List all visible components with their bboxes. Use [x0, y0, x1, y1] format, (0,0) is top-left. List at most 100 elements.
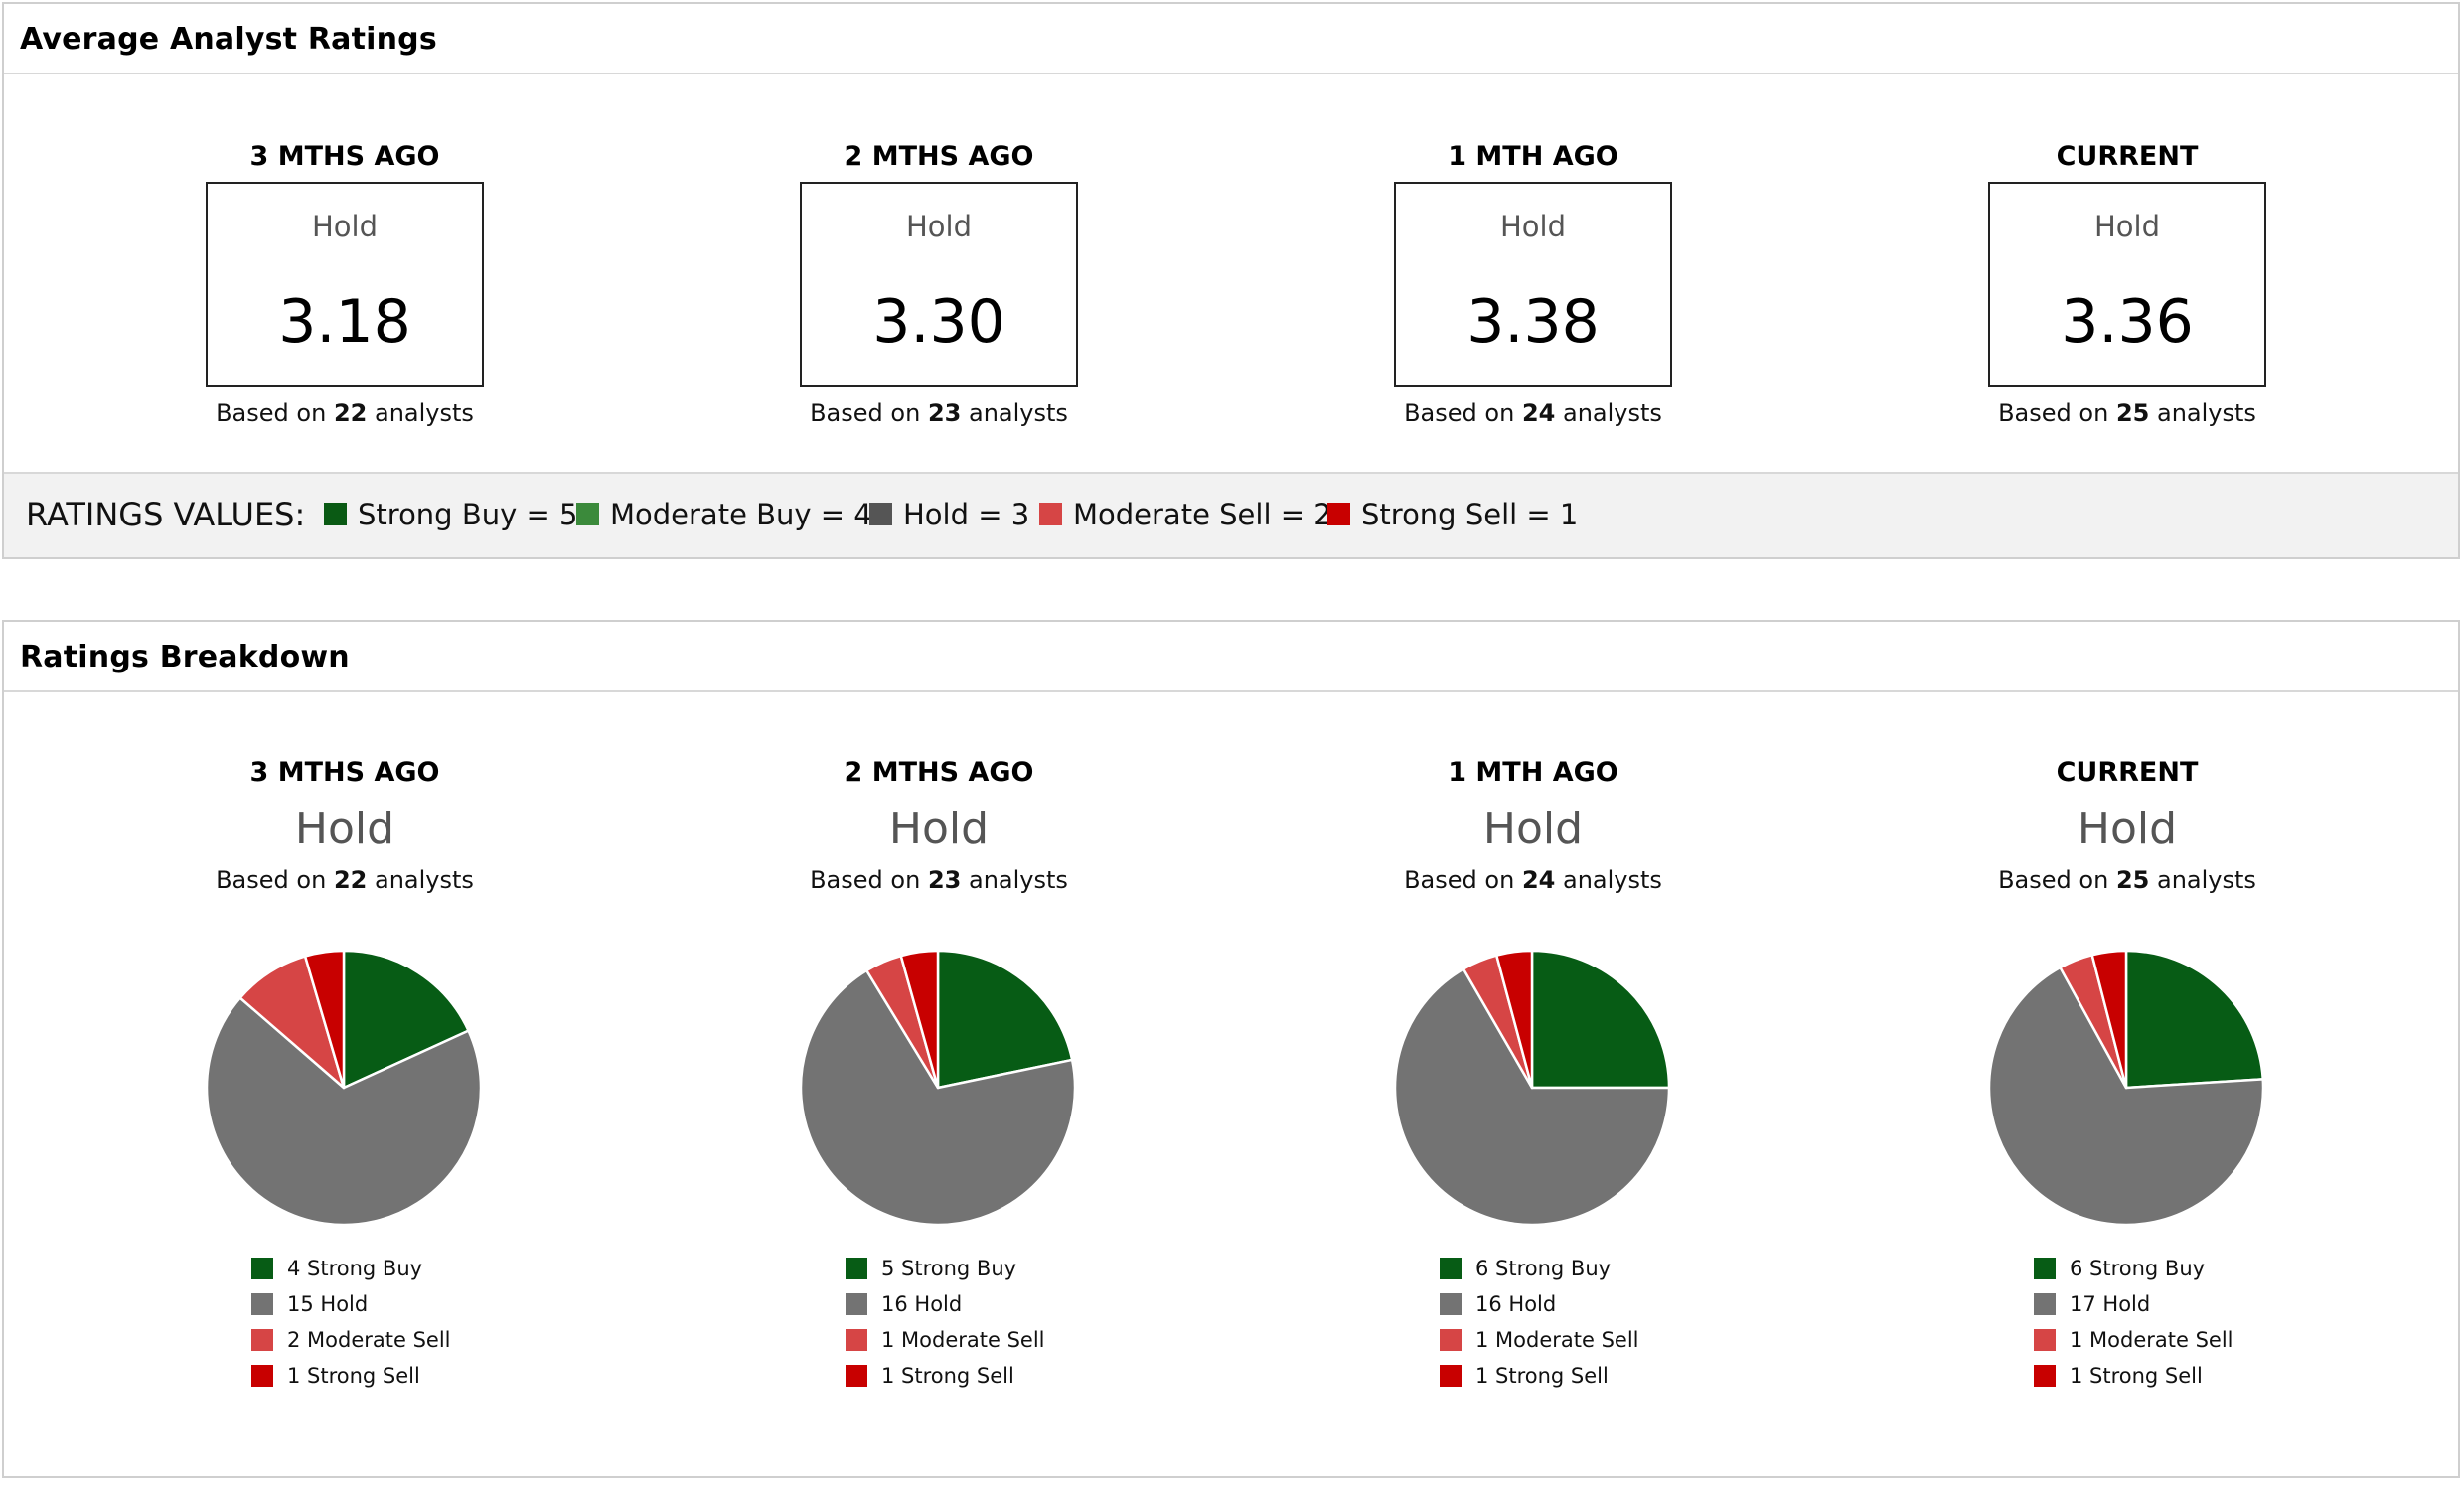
pie-slice-1-strong-sell	[2090, 949, 2128, 1090]
rating-value: 3.18	[278, 287, 411, 357]
analyst-count: 25	[2115, 399, 2150, 427]
pie-legend-2-months-ago: 5 Strong Buy 16 Hold 1 Moderate Sell 1 S…	[846, 1251, 1045, 1394]
breakdown-column-current: CURRENT Hold Based on 25 analysts	[1894, 757, 2361, 894]
legend-item-strong-buy: Strong Buy = 5	[324, 498, 577, 531]
legend-swatch	[2034, 1329, 2056, 1351]
legend-item-moderate-buy: Moderate Buy = 4	[576, 498, 872, 531]
pie-legend-item: 2 Moderate Sell	[251, 1322, 451, 1358]
period-label: 2 MTHS AGO	[844, 141, 1034, 172]
pie-slice-1-strong-sell	[1495, 949, 1534, 1090]
analyst-count: 24	[1521, 399, 1556, 427]
pie-legend-item: 16 Hold	[846, 1286, 1045, 1322]
pie-legend-item: 1 Moderate Sell	[846, 1322, 1045, 1358]
average-ratings-panel: Average Analyst Ratings 3 MTHS AGO Hold …	[2, 2, 2460, 559]
analyst-count-text: Based on 24 analysts	[1404, 866, 1662, 894]
ratings-values-legend: RATINGS VALUES: Strong Buy = 5 Moderate …	[4, 472, 2458, 557]
analyst-count-text: Based on 25 analysts	[1998, 399, 2256, 427]
avg-column-3-months-ago: 3 MTHS AGO Hold 3.18 Based on 22 analyst…	[111, 141, 578, 427]
rating-box: Hold 3.18	[206, 182, 484, 387]
analyst-count-text: Based on 22 analysts	[216, 866, 474, 894]
legend-swatch	[251, 1365, 273, 1387]
consensus-label: Hold	[294, 804, 395, 854]
rating-label: Hold	[2093, 210, 2160, 243]
legend-swatch	[1440, 1365, 1462, 1387]
panel-header: Ratings Breakdown	[4, 622, 2458, 692]
pie-legend-current: 6 Strong Buy 17 Hold 1 Moderate Sell 1 S…	[2034, 1251, 2233, 1394]
pie-legend-item: 1 Moderate Sell	[1440, 1322, 1639, 1358]
pie-slice-16-hold	[799, 968, 1077, 1227]
analyst-count: 22	[333, 399, 368, 427]
pie-legend-item: 6 Strong Buy	[1440, 1251, 1639, 1286]
legend-item-strong-sell: Strong Sell = 1	[1327, 498, 1578, 531]
legend-swatch	[1327, 503, 1350, 525]
pie-slice-1-strong-sell	[303, 949, 346, 1090]
legend-swatch	[251, 1258, 273, 1279]
legend-swatch	[869, 503, 892, 525]
pie-legend-item: 1 Strong Sell	[251, 1358, 451, 1394]
pie-legend-item: 15 Hold	[251, 1286, 451, 1322]
pie-chart-2-months-ago	[799, 949, 1077, 1227]
legend-item-hold: Hold = 3	[869, 498, 1029, 531]
rating-box: Hold 3.38	[1394, 182, 1672, 387]
avg-column-current: CURRENT Hold 3.36 Based on 25 analysts	[1894, 141, 2361, 427]
analyst-count-text: Based on 23 analysts	[810, 866, 1068, 894]
avg-column-1-month-ago: 1 MTH AGO Hold 3.38 Based on 24 analysts	[1300, 141, 1767, 427]
pie-legend-item: 16 Hold	[1440, 1286, 1639, 1322]
legend-swatch	[1440, 1329, 1462, 1351]
period-label: 1 MTH AGO	[1448, 141, 1618, 172]
rating-label: Hold	[1499, 210, 1566, 243]
period-label: CURRENT	[2056, 757, 2199, 788]
analyst-count-text: Based on 22 analysts	[216, 399, 474, 427]
pie-legend-item: 1 Strong Sell	[1440, 1358, 1639, 1394]
period-label: 3 MTHS AGO	[249, 757, 440, 788]
consensus-label: Hold	[2077, 804, 2178, 854]
pie-slice-17-hold	[1987, 966, 2265, 1227]
legend-swatch	[846, 1329, 867, 1351]
breakdown-column-3-months-ago: 3 MTHS AGO Hold Based on 22 analysts	[111, 757, 578, 894]
rating-value: 3.36	[2061, 287, 2194, 357]
ratings-values-title: RATINGS VALUES:	[26, 496, 306, 533]
pie-slice-6-strong-buy	[2124, 949, 2264, 1090]
pie-slice-5-strong-buy	[936, 949, 1074, 1090]
legend-swatch	[846, 1365, 867, 1387]
rating-box: Hold 3.36	[1988, 182, 2266, 387]
analyst-count: 22	[333, 866, 368, 894]
rating-value: 3.30	[872, 287, 1005, 357]
analyst-count: 24	[1521, 866, 1556, 894]
legend-swatch	[1440, 1258, 1462, 1279]
analyst-count: 25	[2115, 866, 2150, 894]
rating-box: Hold 3.30	[800, 182, 1078, 387]
pie-legend-item: 1 Moderate Sell	[2034, 1322, 2233, 1358]
panel-header: Average Analyst Ratings	[4, 4, 2458, 74]
pie-legend-1-month-ago: 6 Strong Buy 16 Hold 1 Moderate Sell 1 S…	[1440, 1251, 1639, 1394]
analyst-count-text: Based on 25 analysts	[1998, 866, 2256, 894]
legend-swatch	[2034, 1293, 2056, 1315]
pie-slice-15-hold	[205, 996, 483, 1227]
pie-slice-2-moderate-sell	[238, 955, 346, 1090]
rating-value: 3.38	[1466, 287, 1600, 357]
panel-title: Average Analyst Ratings	[20, 22, 437, 57]
pie-slice-6-strong-buy	[1530, 949, 1671, 1090]
legend-swatch	[846, 1258, 867, 1279]
consensus-label: Hold	[888, 804, 990, 854]
period-label: 2 MTHS AGO	[844, 757, 1034, 788]
breakdown-column-1-month-ago: 1 MTH AGO Hold Based on 24 analysts	[1300, 757, 1767, 894]
period-label: 1 MTH AGO	[1448, 757, 1618, 788]
avg-column-2-months-ago: 2 MTHS AGO Hold 3.30 Based on 23 analyst…	[705, 141, 1172, 427]
legend-swatch	[251, 1329, 273, 1351]
legend-swatch	[576, 503, 599, 525]
analyst-count: 23	[927, 866, 962, 894]
legend-swatch	[2034, 1258, 2056, 1279]
pie-slice-1-strong-sell	[899, 949, 940, 1090]
pie-legend-item: 1 Strong Sell	[846, 1358, 1045, 1394]
pie-chart-3-months-ago	[205, 949, 483, 1227]
legend-swatch	[324, 503, 347, 525]
pie-legend-item: 6 Strong Buy	[2034, 1251, 2233, 1286]
legend-swatch	[1039, 503, 1062, 525]
pie-legend-3-months-ago: 4 Strong Buy 15 Hold 2 Moderate Sell 1 S…	[251, 1251, 451, 1394]
panel-title: Ratings Breakdown	[20, 640, 350, 674]
breakdown-column-2-months-ago: 2 MTHS AGO Hold Based on 23 analysts	[705, 757, 1172, 894]
ratings-breakdown-panel: Ratings Breakdown 3 MTHS AGO Hold Based …	[2, 620, 2460, 1478]
pie-legend-item: 17 Hold	[2034, 1286, 2233, 1322]
analyst-count-text: Based on 23 analysts	[810, 399, 1068, 427]
